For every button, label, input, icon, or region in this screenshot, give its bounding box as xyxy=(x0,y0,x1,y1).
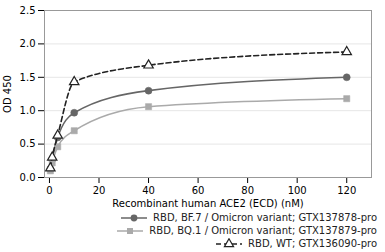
svg-text:80: 80 xyxy=(241,185,254,196)
svg-text:1.5: 1.5 xyxy=(20,72,36,83)
svg-text:120: 120 xyxy=(337,185,356,196)
svg-text:2.5: 2.5 xyxy=(20,5,36,16)
svg-text:60: 60 xyxy=(192,185,205,196)
svg-text:1.0: 1.0 xyxy=(20,105,36,116)
html-text:RBD, BQ.1 / Omicron variant; G: RBD, BQ.1 / Omicron variant; GTX137879-p… xyxy=(149,225,377,236)
svg-text:40: 40 xyxy=(142,185,155,196)
svg-text:2.0: 2.0 xyxy=(20,38,36,49)
svg-text:Recombinant human ACE2 (ECD) (: Recombinant human ACE2 (ECD) (nM) xyxy=(112,198,303,209)
svg-text:0.0: 0.0 xyxy=(20,172,36,183)
svg-text:OD 450: OD 450 xyxy=(2,75,13,113)
svg-text:0.5: 0.5 xyxy=(20,138,36,149)
svg-text:0: 0 xyxy=(46,185,52,196)
svg-text:20: 20 xyxy=(93,185,106,196)
svg-text:100: 100 xyxy=(288,185,307,196)
html-text:RBD, WT; GTX136090-pro: RBD, WT; GTX136090-pro xyxy=(248,238,377,249)
html-text:RBD, BF.7 / Omicron variant; G: RBD, BF.7 / Omicron variant; GTX137878-p… xyxy=(153,212,377,223)
